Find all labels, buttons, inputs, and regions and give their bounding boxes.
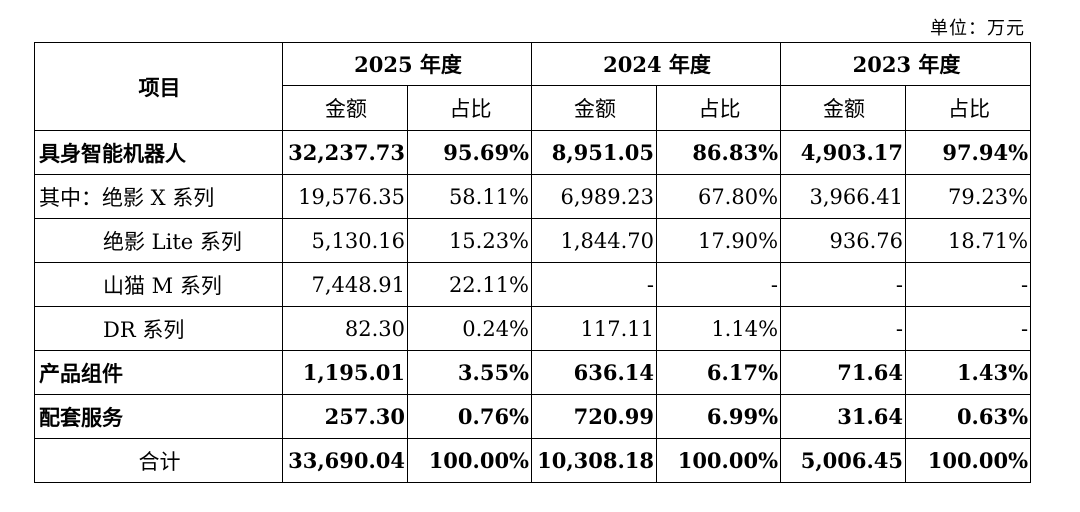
row-label: 绝影 Lite 系列: [34, 218, 283, 263]
cell-amount: 4,903.17: [780, 130, 907, 175]
cell-amount: 6,989.23: [531, 174, 658, 219]
cell-share: 100.00%: [656, 438, 782, 483]
cell-share: 100.00%: [406, 438, 533, 483]
table-row: 产品组件 1,195.01 3.55% 636.14 6.17% 71.64 1…: [34, 350, 1032, 395]
share-header: 占比: [656, 85, 782, 131]
cell-amount: 257.30: [282, 394, 408, 439]
cell-amount: 10,308.18: [531, 438, 658, 483]
cell-amount: 720.99: [531, 394, 658, 439]
cell-share: 100.00%: [905, 438, 1032, 483]
row-label: 产品组件: [34, 350, 283, 395]
cell-share: 3.55%: [406, 350, 533, 395]
cell-amount: 19,576.35: [282, 174, 408, 219]
amount-header: 金额: [780, 85, 907, 131]
cell-share: 1.14%: [656, 306, 782, 351]
cell-amount: 5,006.45: [780, 438, 907, 483]
total-row: 合计 33,690.04 100.00% 10,308.18 100.00% 5…: [34, 438, 1032, 483]
cell-share: 79.23%: [905, 174, 1032, 219]
cell-share: 67.80%: [656, 174, 782, 219]
cell-amount: 32,237.73: [282, 130, 408, 175]
header-row-years: 项目 2025 年度 2024 年度 2023 年度: [34, 42, 1032, 131]
cell-share: 22.11%: [406, 262, 533, 307]
cell-share: 0.76%: [406, 394, 533, 439]
cell-share: 58.11%: [406, 174, 533, 219]
year-header-2023: 2023 年度: [780, 42, 1032, 86]
cell-amount: 7,448.91: [282, 262, 408, 307]
cell-amount: 636.14: [531, 350, 658, 395]
table-row: 山猫 M 系列 7,448.91 22.11% - - - -: [34, 262, 1032, 307]
cell-share: -: [656, 262, 782, 307]
cell-amount: 117.11: [531, 306, 658, 351]
revenue-table: 项目 2025 年度 2024 年度 2023 年度 金额 占比 金额 占比 金…: [34, 42, 1032, 483]
share-header: 占比: [905, 85, 1032, 131]
cell-amount: -: [780, 262, 907, 307]
table-row: 配套服务 257.30 0.76% 720.99 6.99% 31.64 0.6…: [34, 394, 1032, 439]
cell-share: 17.90%: [656, 218, 782, 263]
cell-amount: 5,130.16: [282, 218, 408, 263]
cell-amount: -: [780, 306, 907, 351]
item-header: 项目: [34, 42, 283, 131]
table-row: DR 系列 82.30 0.24% 117.11 1.14% - -: [34, 306, 1032, 351]
share-header: 占比: [406, 85, 533, 131]
amount-header: 金额: [531, 85, 658, 131]
year-header-2024: 2024 年度: [531, 42, 782, 86]
cell-share: -: [905, 306, 1032, 351]
amount-header: 金额: [282, 85, 408, 131]
cell-amount: 1,844.70: [531, 218, 658, 263]
row-label: 配套服务: [34, 394, 283, 439]
cell-amount: 33,690.04: [282, 438, 408, 483]
cell-share: 1.43%: [905, 350, 1032, 395]
table-row: 具身智能机器人 32,237.73 95.69% 8,951.05 86.83%…: [34, 130, 1032, 175]
cell-share: 6.17%: [656, 350, 782, 395]
cell-share: 6.99%: [656, 394, 782, 439]
total-label: 合计: [34, 438, 283, 483]
cell-share: 95.69%: [406, 130, 533, 175]
cell-share: 0.63%: [905, 394, 1032, 439]
row-label: 其中：绝影 X 系列: [34, 174, 283, 219]
cell-amount: 31.64: [780, 394, 907, 439]
year-header-2025: 2025 年度: [281, 42, 533, 86]
cell-amount: 1,195.01: [282, 350, 408, 395]
cell-share: -: [905, 262, 1032, 307]
cell-amount: 936.76: [780, 218, 907, 263]
cell-amount: 3,966.41: [780, 174, 907, 219]
row-label: 具身智能机器人: [34, 130, 283, 175]
cell-share: 86.83%: [656, 130, 782, 175]
cell-amount: 82.30: [282, 306, 408, 351]
row-label: 山猫 M 系列: [34, 262, 283, 307]
row-label: DR 系列: [34, 306, 283, 351]
table-row: 其中：绝影 X 系列 19,576.35 58.11% 6,989.23 67.…: [34, 174, 1032, 219]
cell-amount: 71.64: [780, 350, 907, 395]
unit-label: 单位：万元: [930, 18, 1025, 39]
cell-amount: -: [531, 262, 658, 307]
cell-share: 97.94%: [905, 130, 1032, 175]
table-row: 绝影 Lite 系列 5,130.16 15.23% 1,844.70 17.9…: [34, 218, 1032, 263]
cell-share: 18.71%: [905, 218, 1032, 263]
cell-share: 0.24%: [406, 306, 533, 351]
cell-share: 15.23%: [406, 218, 533, 263]
cell-amount: 8,951.05: [531, 130, 658, 175]
